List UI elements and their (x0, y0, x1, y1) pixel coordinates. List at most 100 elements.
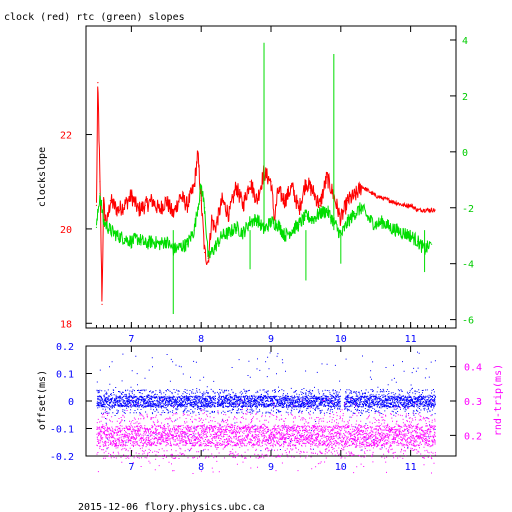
rtc-point (137, 237, 139, 240)
rtc-point (291, 229, 293, 231)
offset-ylabel: offset(ms) (37, 370, 48, 430)
rtc-point (109, 229, 112, 231)
y-tick-label: 0.1 (56, 370, 74, 381)
clock-point (144, 204, 146, 206)
rtc-point (193, 229, 195, 231)
clock-point (319, 204, 321, 206)
clock-point (389, 199, 391, 202)
clock-point (200, 199, 202, 202)
x-tick-label: 11 (405, 334, 417, 345)
clock-point (434, 209, 436, 211)
rtc-point (277, 223, 279, 226)
x-tick-label: 9 (268, 334, 274, 345)
clock-point (137, 209, 139, 211)
y2-tick-label: -6 (462, 316, 474, 327)
clock-point (193, 185, 195, 188)
rtc-point (256, 218, 258, 220)
rtc-point (130, 240, 132, 242)
clock-point (99, 181, 101, 183)
clock-point (242, 204, 244, 206)
clock-point (228, 214, 230, 216)
slopes-panel: 7 8 9 10 11 18 20 22 -6 -4 -2 0 2 4 clockslope (37, 25, 474, 345)
clock-point (197, 152, 199, 155)
rtc-point (347, 221, 349, 223)
clock-point (95, 204, 98, 206)
clock-point (235, 185, 237, 188)
clock-point (361, 185, 363, 188)
clock-point (312, 190, 314, 192)
rtc-point (186, 243, 188, 245)
x-tick-label: 10 (335, 334, 347, 345)
clock-point (417, 209, 419, 211)
clock-point (354, 195, 356, 197)
clock-point (109, 199, 112, 202)
clock-point (340, 218, 342, 221)
rtc-point (165, 240, 167, 242)
clock-point (165, 199, 167, 202)
rtc-point (249, 221, 251, 223)
offset-series (96, 351, 437, 474)
rtc-point (430, 243, 433, 245)
rtc-point (99, 193, 101, 195)
clock-point (270, 181, 272, 183)
rtc-point (403, 232, 405, 234)
slopes-axes: 7 8 9 10 11 18 20 22 -6 -4 -2 0 2 4 (60, 26, 474, 345)
y2-tick-label: -4 (462, 260, 474, 271)
rtc-point (207, 257, 209, 259)
x-tick-label: 7 (128, 334, 134, 345)
rtc-point (319, 212, 321, 214)
y-tick-label: 0 (68, 397, 74, 408)
clock-point (347, 199, 349, 202)
y-tick-label: 20 (60, 225, 72, 236)
rtc-point (204, 207, 206, 209)
clock-point (410, 204, 412, 206)
clock-point (123, 204, 125, 206)
clock-point (204, 251, 206, 254)
roundtrip-points (96, 398, 437, 474)
clock-point (326, 176, 328, 178)
rtc-point (284, 235, 286, 237)
rtc-point (410, 235, 412, 237)
clock-point (221, 199, 223, 202)
clock-point (375, 195, 377, 197)
clock-point (179, 195, 181, 197)
rtc-point (389, 226, 391, 228)
x-tick-label: 9 (268, 462, 274, 473)
x-tick-label: 7 (128, 462, 134, 473)
y-tick-label: 18 (60, 319, 72, 330)
clock-point (298, 209, 300, 211)
y2-tick-label: 0.2 (464, 431, 482, 442)
clock-point (158, 209, 160, 211)
rtc-point (144, 243, 146, 245)
rtc-point (270, 221, 272, 223)
rtc-point (116, 235, 119, 237)
x-tick-label: 8 (198, 462, 204, 473)
y2-tick-label: 2 (462, 92, 468, 103)
rtc-point (305, 215, 307, 217)
rtc-point (312, 218, 314, 220)
rtc-point (361, 207, 363, 209)
rtc-point (298, 223, 300, 226)
rtc-point (102, 221, 105, 223)
clock-point (284, 199, 286, 202)
y2-tick-label: 4 (462, 36, 468, 47)
rtc-point (326, 209, 328, 212)
clock-point (277, 190, 279, 192)
y-tick-label: -0.1 (50, 425, 74, 436)
rtc-point (354, 212, 356, 214)
clock-point (116, 209, 119, 211)
roundtrip-ylabel: rnd-trip(ms) (493, 364, 504, 436)
clock-point (249, 181, 251, 183)
clock-point (423, 209, 426, 211)
rtc-point (179, 246, 181, 248)
y-tick-label: -0.2 (50, 452, 74, 463)
rtc-point (95, 226, 98, 228)
y2-tick-label: 0.4 (464, 363, 482, 374)
rtc-point (228, 232, 230, 234)
rtc-slope-line (96, 182, 432, 259)
clock-point (211, 218, 213, 221)
clock-point (207, 261, 209, 263)
y-tick-label: 22 (60, 131, 72, 142)
y2-tick-label: 0 (462, 148, 468, 159)
